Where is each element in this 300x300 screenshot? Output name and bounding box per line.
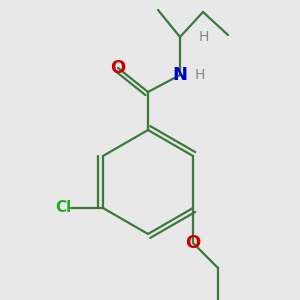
Text: H: H [199, 30, 209, 44]
Text: Cl: Cl [55, 200, 71, 215]
Text: N: N [172, 66, 188, 84]
Text: O: O [110, 59, 126, 77]
Text: O: O [185, 234, 201, 252]
Text: H: H [195, 68, 205, 82]
